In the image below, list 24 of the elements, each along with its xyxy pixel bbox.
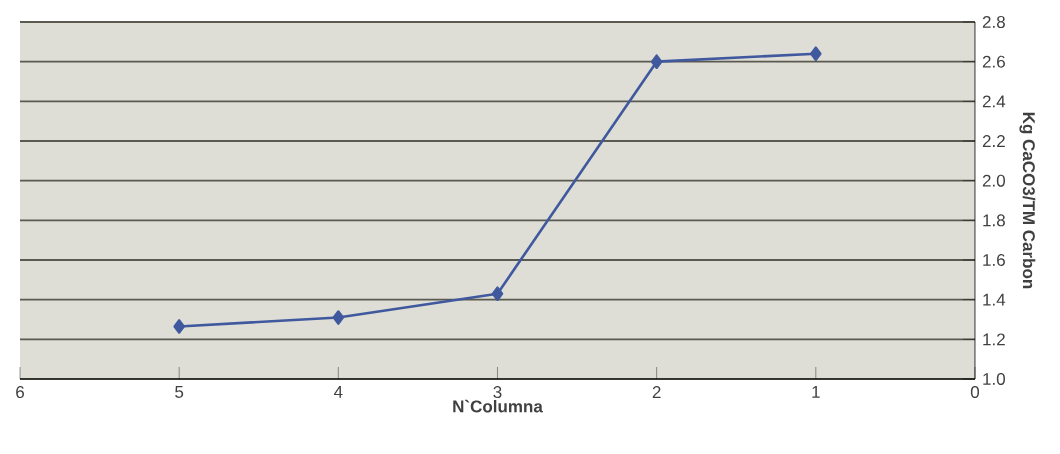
point: [810, 46, 822, 62]
point: [650, 54, 663, 69]
x-tick-label: 0: [970, 386, 980, 399]
y-tick-label: 2.2: [982, 135, 1005, 147]
point: [332, 310, 345, 325]
x-tick-label: 5: [175, 386, 184, 398]
y-tick-label: 1.2: [983, 333, 1005, 346]
y-tick-label: 2.6: [982, 55, 1005, 68]
y-tick-label: 1.6: [983, 253, 1005, 266]
x-axis-title: N`Columna: [453, 399, 543, 413]
y-tick-label: 2.4: [982, 95, 1006, 108]
point: [173, 319, 185, 334]
y-tick-label: 2.0: [982, 174, 1005, 187]
x-tick-label: 2: [652, 386, 661, 398]
x-tick-label: 6: [16, 386, 24, 399]
y-axis-title: Kg CaCO3/TM Carbon: [1019, 112, 1036, 289]
x-tick-label: 1: [812, 386, 820, 398]
x-tick-label: 4: [333, 386, 343, 398]
y-tick-label: 1.8: [983, 214, 1005, 227]
point: [491, 286, 504, 302]
y-tick-label: 1.4: [983, 293, 1006, 306]
y-tick-label: 2.8: [982, 15, 1005, 28]
y-tick-label: 1.0: [983, 372, 1005, 385]
x-tick-label: 3: [493, 386, 502, 399]
